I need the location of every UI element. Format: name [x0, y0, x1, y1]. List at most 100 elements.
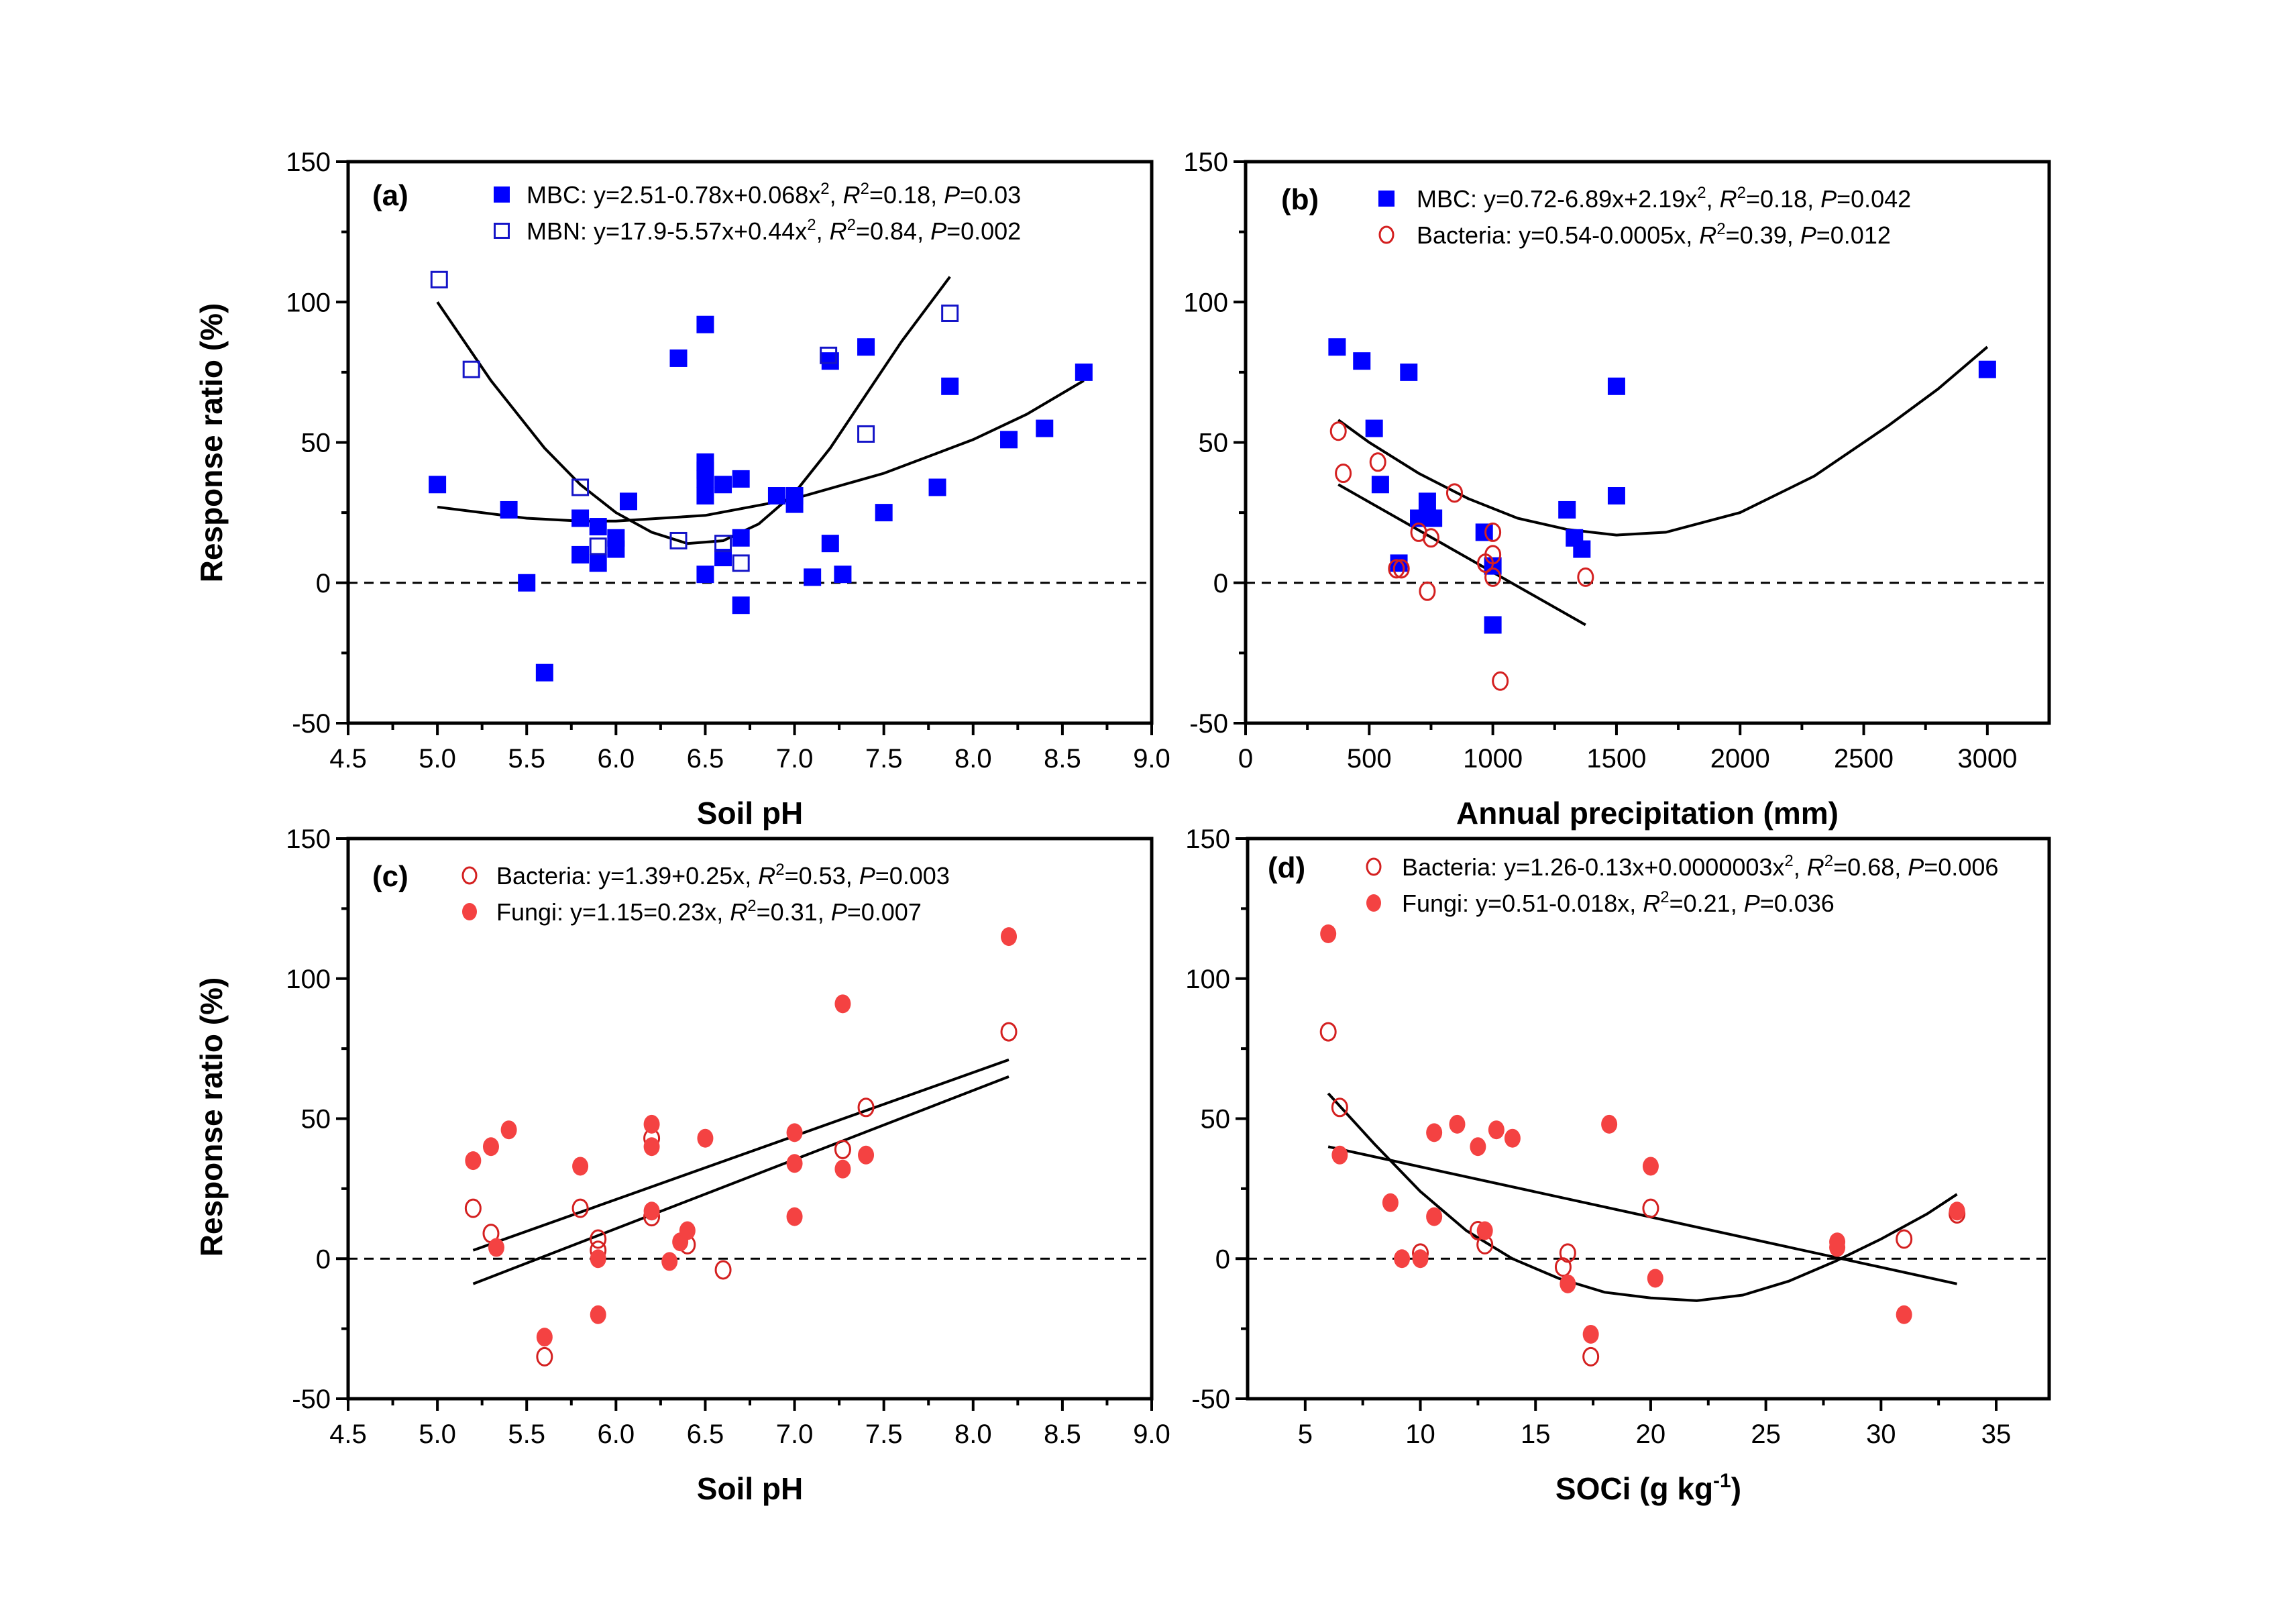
data-point-mbc: [589, 518, 607, 536]
legend-marker-bacteria: [1378, 225, 1395, 244]
legend-sup: 2: [1737, 184, 1746, 202]
data-point-bacteria: [1388, 559, 1405, 579]
legend-r: R: [830, 217, 847, 245]
data-point-fungi: [1426, 1207, 1443, 1226]
data-point-fungi: [858, 1145, 875, 1165]
data-point-mbc: [1484, 616, 1502, 634]
x-axis-title: Annual precipitation (mm): [1456, 796, 1839, 831]
fit-line-mbn: [436, 276, 951, 545]
x-tick-label: 30: [1866, 1420, 1896, 1449]
data-point-mbc: [732, 529, 750, 547]
x-tick-label: 2000: [1710, 744, 1770, 773]
data-point-bacteria: [1392, 559, 1410, 579]
legend-sup: 2: [861, 180, 869, 198]
data-point-mbc: [1000, 431, 1018, 449]
x-tick-label: 8.0: [954, 1420, 992, 1449]
legend-sep: ,: [1686, 221, 1699, 249]
x-axis-title: Soil pH: [697, 796, 803, 831]
legend-entry-bacteria: Bacteria: y=1.26-0.13x+0.0000003x2, R2=0…: [1402, 852, 1998, 881]
x-tick-label: 35: [1981, 1420, 2012, 1449]
plot-frame: [346, 160, 1154, 725]
legend-r-value: =0.21,: [1670, 890, 1744, 917]
data-point-mbc: [941, 377, 959, 395]
fit-line-fungi: [1327, 1145, 1958, 1285]
data-point-fungi: [1476, 1221, 1493, 1240]
panel-label: (a): [372, 179, 408, 212]
legend-entry-mbn: MBN: y=17.9-5.57x+0.44x2, R2=0.84, P=0.0…: [527, 216, 1021, 245]
fit-line-fungi: [472, 1075, 1009, 1285]
series-bacteria: [1329, 421, 1594, 691]
x-tick-label: 6.0: [598, 1420, 635, 1449]
data-point-mbc: [571, 509, 590, 527]
data-point-fungi: [1642, 1157, 1659, 1176]
x-tick-label: 7.5: [865, 744, 903, 773]
legend-r: R: [730, 898, 747, 926]
legend-marker-fungi: [1366, 894, 1381, 912]
legend-r-value: =0.18,: [1746, 185, 1820, 213]
x-tick-label: 5: [1298, 1420, 1313, 1449]
legend-r: R: [1643, 890, 1660, 917]
data-point-bacteria: [1422, 528, 1439, 548]
y-tick-label: 100: [1185, 965, 1230, 994]
data-point-mbc: [669, 349, 688, 367]
legend-p-value: =0.002: [946, 217, 1021, 245]
legend-sup: 2: [1697, 184, 1706, 202]
series-mbc: [429, 315, 1093, 682]
y-tick-label: 100: [286, 288, 331, 317]
data-point-fungi: [572, 1157, 589, 1176]
data-point-mbc: [696, 566, 714, 584]
data-point-mbn: [941, 304, 959, 322]
y-tick-label: 50: [301, 429, 331, 458]
legend: Bacteria: y=1.39+0.25x, R2=0.53, P=0.003…: [461, 861, 950, 926]
data-point-bacteria: [1492, 671, 1509, 691]
plot-frame: [346, 837, 1154, 1401]
legend-sup: 2: [747, 897, 756, 915]
data-point-mbc: [732, 596, 750, 614]
data-point-mbc: [732, 470, 750, 488]
data-point-fungi: [661, 1252, 678, 1271]
panel-label: (b): [1281, 183, 1319, 216]
data-point-bacteria: [1335, 464, 1352, 484]
data-point-mbc: [1328, 338, 1346, 356]
data-point-bacteria: [590, 1229, 607, 1249]
panel-d: -50 0 50 100 150 5 10 15 20 25 30 35 SOCi (g kg-1) (d…: [1185, 824, 2051, 1506]
y-tick-label: -50: [292, 1385, 331, 1414]
y-tick-label: 50: [1199, 429, 1229, 458]
data-point-mbc: [696, 315, 714, 333]
series-fungi: [465, 927, 1018, 1347]
data-point-bacteria: [1369, 452, 1386, 472]
legend-r-value: =0.68,: [1833, 853, 1908, 881]
legend-marker-mbc: [1378, 191, 1395, 207]
legend-sup: 2: [1660, 888, 1669, 906]
legend-sep: ,: [1794, 853, 1807, 881]
legend-entry-bacteria: Bacteria: y=0.54-0.0005x, R2=0.39, P=0.0…: [1417, 220, 1891, 249]
data-point-fungi: [786, 1154, 803, 1173]
legend-p-value: =0.007: [847, 898, 922, 926]
x-tick-label: 9.0: [1133, 1420, 1170, 1449]
x-tick-label: 0: [1238, 744, 1253, 773]
plot-frame: [1246, 837, 2051, 1401]
legend-r-value: =0.84,: [856, 217, 930, 245]
legend-p: P: [944, 181, 960, 209]
data-point-bacteria: [1484, 545, 1502, 565]
data-point-mbc: [1353, 352, 1371, 370]
legend-equation: MBC: y=0.72-6.89x+2.19x: [1417, 185, 1697, 213]
data-point-mbn: [857, 425, 875, 443]
data-point-mbc: [1365, 419, 1383, 437]
data-point-mbc: [857, 338, 875, 356]
data-point-bacteria: [464, 1198, 482, 1218]
legend-sep: ,: [745, 862, 758, 890]
x-tick-label: 4.5: [329, 1420, 367, 1449]
x-axis-title: Soil pH: [697, 1471, 803, 1506]
data-point-fungi: [1647, 1269, 1663, 1288]
series-mbn: [430, 270, 959, 572]
legend-p: P: [1744, 890, 1760, 917]
y-tick-label: 50: [301, 1105, 331, 1134]
fit-line-bacteria: [472, 1058, 1009, 1252]
panel-a: -50 0 50 100 150 4.5 5.0 5.5 6.0 6.5 7.0 7.5 8.0 8.5 9…: [286, 148, 1170, 831]
data-point-fungi: [590, 1249, 606, 1269]
x-tick-label: 6.5: [687, 744, 724, 773]
legend-p: P: [1800, 221, 1816, 249]
data-point-fungi: [643, 1137, 660, 1157]
